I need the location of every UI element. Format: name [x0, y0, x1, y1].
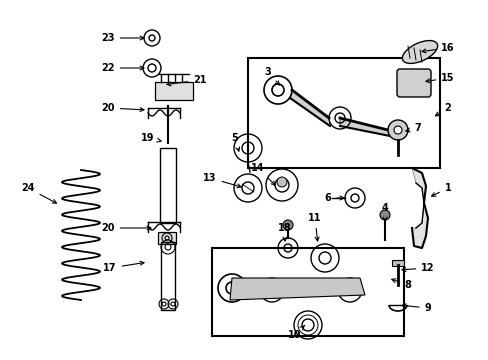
Bar — [155, 82, 193, 100]
Text: 4: 4 — [381, 203, 387, 221]
Circle shape — [379, 210, 389, 220]
Circle shape — [393, 126, 401, 134]
Circle shape — [283, 220, 292, 230]
Polygon shape — [229, 278, 364, 300]
Text: 5: 5 — [231, 133, 239, 151]
Text: 10: 10 — [287, 325, 304, 340]
Text: 20: 20 — [101, 223, 151, 233]
Text: 8: 8 — [391, 279, 410, 290]
Text: 16: 16 — [421, 43, 454, 53]
Bar — [247, 58, 439, 168]
Polygon shape — [289, 90, 329, 126]
Bar — [391, 260, 403, 266]
Text: 11: 11 — [307, 213, 321, 241]
Text: 9: 9 — [401, 303, 430, 313]
Text: 3: 3 — [264, 67, 279, 85]
Text: 21: 21 — [166, 75, 206, 86]
Text: 2: 2 — [434, 103, 450, 116]
Text: 19: 19 — [141, 133, 161, 143]
Circle shape — [276, 177, 286, 187]
Text: 6: 6 — [324, 193, 343, 203]
Text: 18: 18 — [278, 223, 291, 241]
Text: 20: 20 — [101, 103, 143, 113]
Text: 24: 24 — [21, 183, 56, 203]
Polygon shape — [411, 168, 427, 248]
Bar — [212, 248, 403, 336]
Text: 13: 13 — [203, 173, 241, 188]
Text: 7: 7 — [405, 123, 421, 133]
Bar — [160, 148, 176, 223]
Polygon shape — [339, 118, 389, 136]
Bar — [161, 242, 175, 310]
Text: 23: 23 — [101, 33, 143, 43]
Text: 12: 12 — [401, 263, 434, 273]
Ellipse shape — [402, 41, 437, 63]
Circle shape — [387, 120, 407, 140]
Text: 17: 17 — [103, 261, 144, 273]
Text: 14: 14 — [251, 163, 275, 185]
Text: 15: 15 — [425, 73, 454, 83]
FancyBboxPatch shape — [396, 69, 430, 97]
Bar — [158, 232, 176, 244]
Text: 22: 22 — [101, 63, 143, 73]
Text: 1: 1 — [431, 183, 450, 196]
